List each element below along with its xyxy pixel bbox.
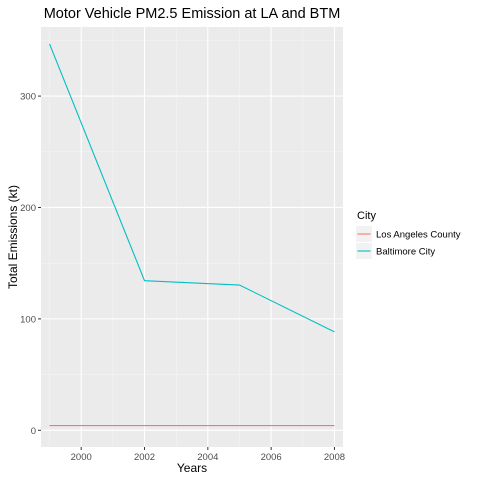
legend-items: Los Angeles County Baltimore City xyxy=(356,226,461,259)
legend-title: City xyxy=(357,210,376,222)
y-tick-label: 100 xyxy=(20,314,36,325)
grid xyxy=(41,27,343,447)
x-tick-label: 2004 xyxy=(197,452,218,463)
legend-label-baltimore-city: Baltimore City xyxy=(376,247,435,258)
plot-panel xyxy=(41,27,343,447)
y-tick-label: 200 xyxy=(20,203,36,214)
axis-ticks: 0 100 200 300 2000 2002 2004 2006 2008 xyxy=(20,92,345,463)
y-tick-label: 300 xyxy=(20,92,36,103)
chart-title: Motor Vehicle PM2.5 Emission at LA and B… xyxy=(44,6,341,22)
x-tick-label: 2000 xyxy=(71,452,92,463)
x-tick-label: 2002 xyxy=(134,452,155,463)
legend-label-los-angeles-county: Los Angeles County xyxy=(376,230,461,241)
series-line-baltimore-city xyxy=(49,43,335,333)
x-axis-title: Years xyxy=(177,461,207,475)
y-axis-title: Total Emissions (kt) xyxy=(6,185,20,289)
x-tick-label: 2006 xyxy=(261,452,282,463)
legend: City Los Angeles County Baltimore City xyxy=(356,210,461,259)
series-lines xyxy=(49,43,335,427)
y-tick-label: 0 xyxy=(31,426,36,437)
x-tick-label: 2008 xyxy=(324,452,345,463)
